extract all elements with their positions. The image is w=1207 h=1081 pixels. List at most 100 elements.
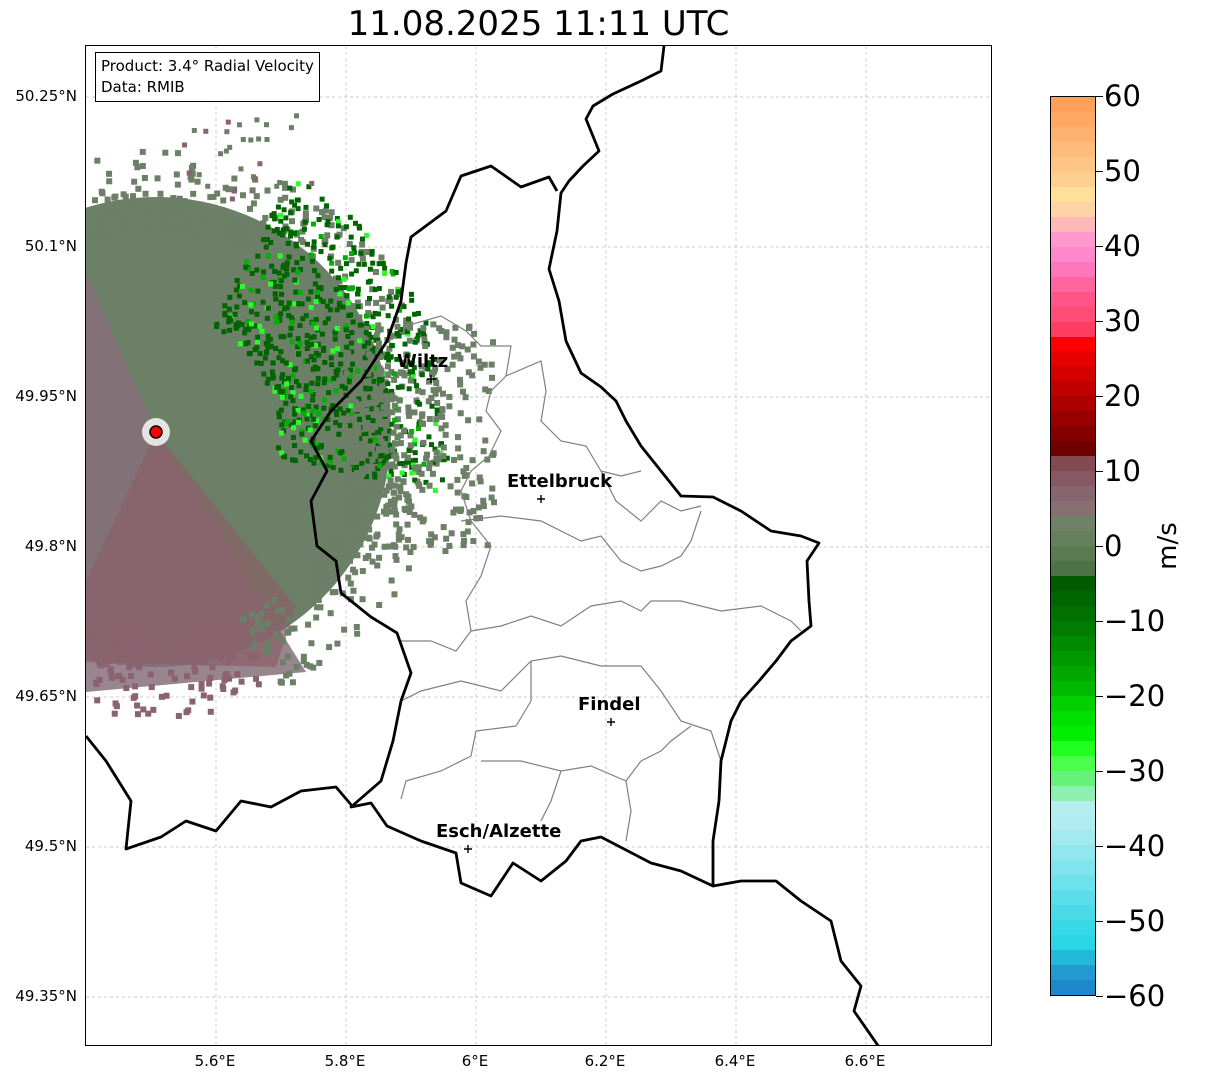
radar-echo xyxy=(360,443,367,450)
radar-echo xyxy=(384,410,391,417)
radar-echo xyxy=(253,193,260,200)
radar-echo xyxy=(347,557,354,564)
radar-echo xyxy=(254,311,260,317)
radar-echo xyxy=(144,230,151,237)
radar-echo xyxy=(269,369,275,375)
radar-echo xyxy=(238,227,245,234)
radar-echo xyxy=(315,596,322,603)
radar-echo xyxy=(301,411,307,417)
radar-echo xyxy=(346,241,353,248)
colorbar-tick-label: −50 xyxy=(1104,904,1166,938)
radar-echo xyxy=(378,295,385,302)
radar-echo xyxy=(332,589,339,596)
radar-echo xyxy=(343,319,350,326)
radar-echo xyxy=(379,394,386,401)
colorbar-tick-label: −20 xyxy=(1104,679,1166,713)
radar-echo xyxy=(268,239,274,245)
radar-echo xyxy=(351,549,358,556)
radar-echo xyxy=(380,403,387,410)
radar-echo xyxy=(327,454,333,460)
radar-echo xyxy=(350,502,357,509)
radar-echo xyxy=(490,451,497,458)
product-info-box: Product: 3.4° Radial Velocity Data: RMIB xyxy=(95,52,320,102)
radar-echo xyxy=(120,224,127,231)
radar-echo xyxy=(417,401,423,407)
radar-echo xyxy=(353,522,360,529)
radar-echo xyxy=(286,254,292,260)
radar-echo xyxy=(320,567,327,574)
radar-echo xyxy=(109,674,116,681)
radar-echo xyxy=(363,386,369,392)
radar-echo xyxy=(304,339,310,345)
radar-echo xyxy=(371,378,377,384)
radar-echo xyxy=(331,375,337,381)
radar-echo xyxy=(363,491,370,498)
radar-echo xyxy=(454,489,461,496)
radar-echo xyxy=(385,543,392,550)
radar-echo xyxy=(246,205,253,212)
radar-echo xyxy=(302,213,309,220)
radar-echo xyxy=(260,274,266,280)
radar-echo xyxy=(393,294,399,300)
radar-echo xyxy=(115,646,122,653)
radar-echo xyxy=(297,602,304,609)
radar-echo xyxy=(334,234,340,240)
radar-echo xyxy=(356,444,363,451)
radar-echo xyxy=(192,668,199,675)
radar-echo xyxy=(439,477,445,483)
radar-echo xyxy=(306,403,312,409)
radar-echo xyxy=(209,664,216,671)
radar-echo xyxy=(370,392,377,399)
radar-echo xyxy=(348,340,354,346)
radar-echo xyxy=(296,301,302,307)
radar-echo xyxy=(188,684,195,691)
radar-echo xyxy=(324,222,330,228)
radar-echo xyxy=(170,195,177,202)
radar-echo xyxy=(299,431,305,437)
radar-echo xyxy=(425,366,431,372)
radar-echo xyxy=(350,319,356,325)
radar-echo xyxy=(371,430,377,436)
colorbar-tick-mark xyxy=(1096,321,1103,322)
radar-echo xyxy=(484,456,491,463)
radar-echo xyxy=(385,395,392,402)
radar-echo xyxy=(389,388,395,394)
radar-echo xyxy=(324,303,330,309)
radar-echo xyxy=(360,482,367,489)
radar-echo xyxy=(314,325,320,331)
radar-echo xyxy=(375,322,382,329)
radar-echo xyxy=(106,170,113,177)
radar-echo xyxy=(292,419,298,425)
radar-echo xyxy=(441,457,447,463)
colorbar-bin xyxy=(1051,97,1095,112)
radar-echo xyxy=(373,299,380,306)
radar-echo xyxy=(157,196,164,203)
radar-echo xyxy=(136,663,143,670)
radar-echo xyxy=(300,658,307,665)
radar-echo xyxy=(262,355,268,361)
radar-echo xyxy=(367,386,373,392)
radar-echo xyxy=(327,312,334,319)
radar-echo xyxy=(356,314,363,321)
colorbar-bin xyxy=(1051,635,1095,651)
radar-echo xyxy=(243,264,249,270)
radar-echo xyxy=(414,383,420,389)
radar-echo xyxy=(281,334,287,340)
radar-echo xyxy=(366,340,372,346)
radar-echo xyxy=(283,400,289,406)
radar-echo xyxy=(234,278,240,284)
radar-echo xyxy=(345,496,352,503)
radar-echo xyxy=(403,544,410,551)
radar-echo xyxy=(358,327,365,334)
radar-echo xyxy=(304,258,311,265)
radar-echo xyxy=(338,265,344,271)
radar-echo xyxy=(391,504,398,511)
radar-echo xyxy=(477,364,484,371)
radar-echo xyxy=(421,333,428,340)
product-label: Product: 3.4° Radial Velocity xyxy=(101,57,314,75)
y-tick-label: 49.35°N xyxy=(15,987,77,1005)
radar-echo xyxy=(214,624,221,631)
radar-echo xyxy=(412,339,418,345)
radar-echo xyxy=(273,631,280,638)
colorbar-bin xyxy=(1051,516,1095,532)
